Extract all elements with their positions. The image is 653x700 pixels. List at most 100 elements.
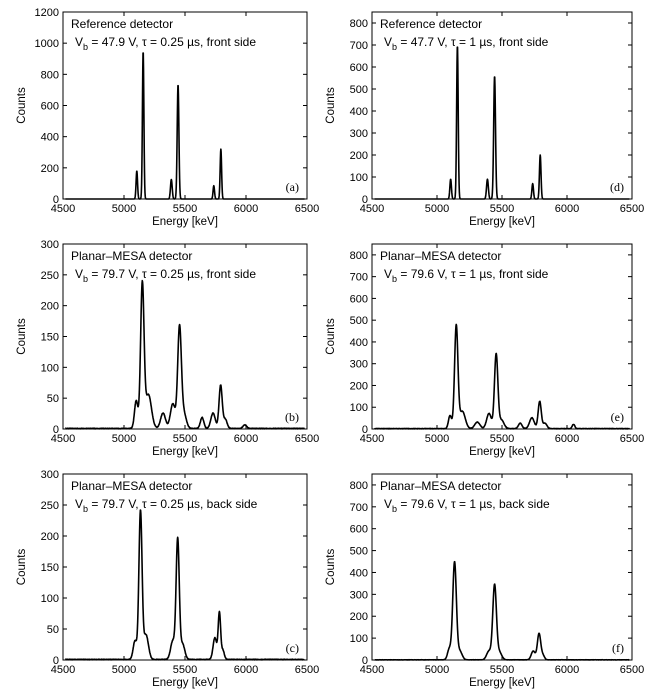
y-tick-label-e-2: 200 [350,380,368,392]
x-tick-label-a-2: 5500 [173,203,197,215]
bias-parameters-e: = 79.6 V, τ = 1 µs, front side [397,267,549,281]
y-tick-label-f-5: 500 [350,546,368,558]
bias-symbol-e: V [384,267,392,281]
panel-title-c: Planar–MESA detector [71,479,192,493]
y-tick-label-a-5: 1000 [35,38,59,50]
y-tick-label-b-0: 0 [53,424,59,436]
y-tick-label-c-0: 0 [53,655,59,667]
panel-params-e: Vb = 79.6 V, τ = 1 µs, front side [384,267,549,284]
panel-tag-b: (b) [285,410,299,424]
y-tick-label-d-6: 600 [350,62,368,74]
bias-subscript-b: b [83,274,88,284]
y-tick-label-e-4: 400 [350,337,368,349]
bias-parameters-d: = 47.7 V, τ = 1 µs, front side [397,35,549,49]
y-tick-label-a-4: 800 [41,69,59,81]
bias-subscript-e: b [392,274,397,284]
y-tick-label-d-5: 500 [350,84,368,96]
spectrum-line-e [374,323,630,430]
x-axis-label-d: Energy [keV] [469,216,535,228]
x-tick-label-b-3: 6000 [234,433,258,445]
panel-tag-f: (f) [612,641,624,655]
panel-tag-a: (a) [286,180,299,194]
spectrum-line-c [64,509,306,661]
x-tick-label-a-3: 6000 [234,203,258,215]
x-tick-label-a-1: 5000 [112,203,136,215]
y-axis-label-f: Counts [325,549,337,586]
spectrum-line-d [374,46,630,200]
panel-c: 4500 5000 5500 6000 6500 0 50 100 150 200 250 300 En… [16,469,319,689]
panel-title-f: Planar–MESA detector [380,479,501,493]
y-tick-label-d-1: 100 [350,172,368,184]
y-tick-label-c-5: 250 [41,500,59,512]
x-axis-label-f: Energy [keV] [469,677,535,689]
y-tick-label-b-1: 50 [47,393,59,405]
panel-params-d: Vb = 47.7 V, τ = 1 µs, front side [384,35,549,52]
bias-subscript-f: b [392,504,397,514]
panel-a: 4500 5000 5500 6000 6500 0 200 400 600 800 1000 120… [16,7,319,228]
y-tick-label-b-2: 100 [41,362,59,374]
bias-parameters-f: = 79.6 V, τ = 1 µs, back side [397,497,550,511]
panel-tag-e: (e) [611,410,624,424]
y-tick-label-b-6: 300 [41,239,59,251]
bias-parameters-a: = 47.9 V, τ = 0.25 µs, front side [88,35,256,49]
y-tick-label-e-3: 300 [350,359,368,371]
panel-params-c: Vb = 79.7 V, τ = 0.25 µs, back side [75,497,258,514]
x-tick-label-b-0: 4500 [51,433,75,445]
y-tick-label-b-5: 250 [41,270,59,282]
y-tick-label-e-1: 100 [350,402,368,414]
panel-params-a: Vb = 47.9 V, τ = 0.25 µs, front side [75,35,256,52]
y-tick-label-d-4: 400 [350,106,368,118]
y-tick-label-e-7: 700 [350,272,368,284]
x-tick-label-d-3: 6000 [555,203,579,215]
y-axis-label-c: Counts [16,549,28,586]
x-axis-label-b: Energy [keV] [152,446,218,458]
y-axis-label-d: Counts [325,87,337,124]
x-tick-label-d-4: 6500 [620,203,644,215]
x-tick-label-f-3: 6000 [555,664,579,676]
y-tick-label-e-0: 0 [362,424,368,436]
x-tick-label-c-2: 5500 [173,664,197,676]
y-tick-label-c-1: 50 [47,624,59,636]
y-tick-label-f-2: 200 [350,611,368,623]
y-tick-label-c-4: 200 [41,531,59,543]
bias-symbol-d: V [384,35,392,49]
y-tick-label-e-6: 600 [350,293,368,305]
bias-subscript-a: b [83,42,88,52]
y-tick-label-a-3: 600 [41,101,59,113]
y-tick-label-f-3: 300 [350,589,368,601]
panel-b: 4500 5000 5500 6000 6500 0 50 100 150 200 250 300 En… [16,239,319,458]
spectrum-line-a [64,52,306,200]
x-tick-label-e-1: 5000 [425,433,449,445]
y-tick-label-f-1: 100 [350,633,368,645]
bias-symbol-f: V [384,497,392,511]
y-tick-label-c-3: 150 [41,562,59,574]
x-axis-label-c: Energy [keV] [152,677,218,689]
y-tick-label-a-0: 0 [53,194,59,206]
y-tick-label-e-8: 800 [350,250,368,262]
x-tick-label-c-3: 6000 [234,664,258,676]
bias-parameters-c: = 79.7 V, τ = 0.25 µs, back side [88,497,258,511]
x-tick-label-e-3: 6000 [555,433,579,445]
y-tick-label-c-6: 300 [41,469,59,481]
x-tick-label-c-0: 4500 [51,664,75,676]
panel-title-d: Reference detector [380,17,482,31]
x-tick-label-b-1: 5000 [112,433,136,445]
x-tick-label-a-4: 6500 [295,203,319,215]
panel-title-e: Planar–MESA detector [380,249,501,263]
x-tick-label-b-2: 5500 [173,433,197,445]
spectrum-line-f [374,560,630,661]
panel-params-f: Vb = 79.6 V, τ = 1 µs, back side [384,497,550,514]
y-tick-label-a-1: 200 [41,163,59,175]
bias-subscript-c: b [83,504,88,514]
x-tick-label-c-4: 6500 [295,664,319,676]
panel-params-b: Vb = 79.7 V, τ = 0.25 µs, front side [75,267,256,284]
panel-title-a: Reference detector [71,17,173,31]
panel-f: 4500 5000 5500 6000 6500 0 100 200 300 400 500 600 7… [325,473,644,689]
x-tick-label-e-0: 4500 [360,433,384,445]
x-tick-label-f-4: 6500 [620,664,644,676]
y-axis-label-b: Counts [16,318,28,355]
x-tick-label-b-4: 6500 [295,433,319,445]
x-tick-label-f-1: 5000 [425,664,449,676]
x-tick-label-d-0: 4500 [360,203,384,215]
